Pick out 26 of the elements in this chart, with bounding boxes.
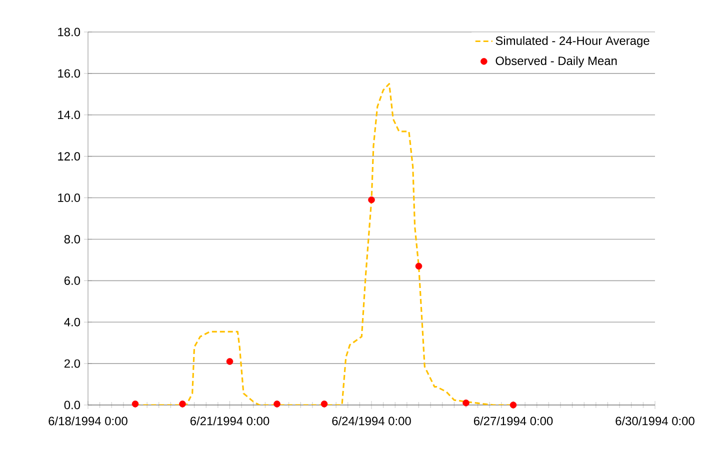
y-tick-label: 0.0 xyxy=(64,400,80,410)
point xyxy=(274,400,280,408)
y-tick-label: 14.0 xyxy=(58,110,80,120)
y-tick-label: 2.0 xyxy=(64,359,80,368)
point xyxy=(415,262,422,270)
x-tick-label: 6/18/1994 0:00 xyxy=(48,416,128,426)
legend-label: Observed - Daily Mean xyxy=(496,56,617,68)
point xyxy=(226,358,234,365)
y-tick-label: 16.0 xyxy=(58,69,80,78)
x-tick-label: 6/21/1994 0:00 xyxy=(190,416,270,426)
y-tick-label: 4.0 xyxy=(64,318,80,326)
point xyxy=(320,400,328,408)
legend-label: Simulated - 24-Hour Average xyxy=(496,36,650,48)
y-tick-label: 18.0 xyxy=(58,28,80,36)
point xyxy=(368,196,375,204)
point xyxy=(462,400,470,406)
x-tick-label: 6/24/1994 0:00 xyxy=(332,416,411,426)
point xyxy=(179,400,186,408)
y-tick-label: 12.0 xyxy=(58,152,80,161)
y-tick-label: 8.0 xyxy=(64,234,80,244)
y-tick-label: 10.0 xyxy=(58,194,80,202)
x-tick-label: 6/30/1994 0:00 xyxy=(616,416,694,426)
x-tick-label: 6/27/1994 0:00 xyxy=(474,416,553,426)
point xyxy=(510,402,517,408)
point xyxy=(132,400,139,408)
y-tick-label: 6.0 xyxy=(64,276,80,285)
